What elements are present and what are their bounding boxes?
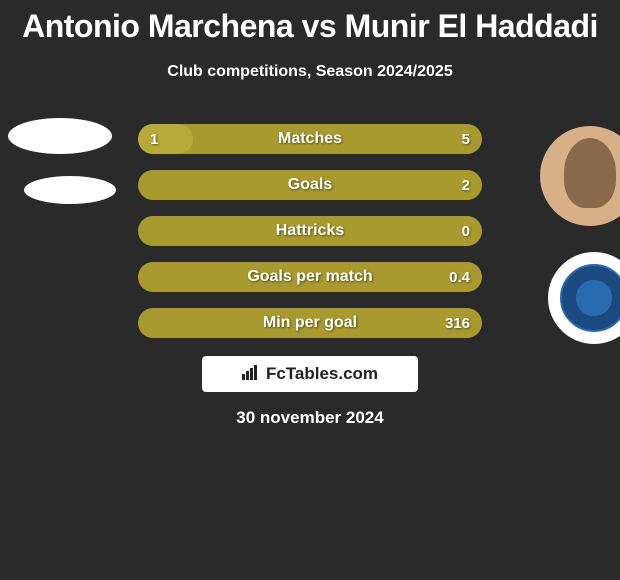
- stat-right-value: 5: [462, 124, 470, 154]
- stat-right-value: 0: [462, 216, 470, 246]
- brand-text: FcTables.com: [266, 364, 378, 384]
- chart-icon: [242, 364, 260, 385]
- player-left-avatar: [8, 118, 112, 154]
- stat-right-value: 316: [445, 308, 470, 338]
- player-right-avatar: [540, 126, 620, 226]
- stat-label: Goals per match: [138, 262, 482, 292]
- stat-right-value: 2: [462, 170, 470, 200]
- stat-label: Min per goal: [138, 308, 482, 338]
- stats-bars: 1 Matches 5 Goals 2 Hattricks 0 Goals pe…: [138, 124, 482, 354]
- subtitle: Club competitions, Season 2024/2025: [0, 63, 620, 81]
- stat-label: Hattricks: [138, 216, 482, 246]
- stat-row: Goals per match 0.4: [138, 262, 482, 292]
- club-right-logo: [548, 252, 620, 344]
- club-left-logo: [24, 176, 116, 204]
- stat-row: Hattricks 0: [138, 216, 482, 246]
- brand-badge: FcTables.com: [202, 356, 418, 392]
- stat-row: Goals 2: [138, 170, 482, 200]
- stat-label: Matches: [138, 124, 482, 154]
- page-title: Antonio Marchena vs Munir El Haddadi: [0, 8, 620, 45]
- stat-right-value: 0.4: [449, 262, 470, 292]
- stat-label: Goals: [138, 170, 482, 200]
- stat-row: 1 Matches 5: [138, 124, 482, 154]
- stat-row: Min per goal 316: [138, 308, 482, 338]
- date: 30 november 2024: [0, 408, 620, 428]
